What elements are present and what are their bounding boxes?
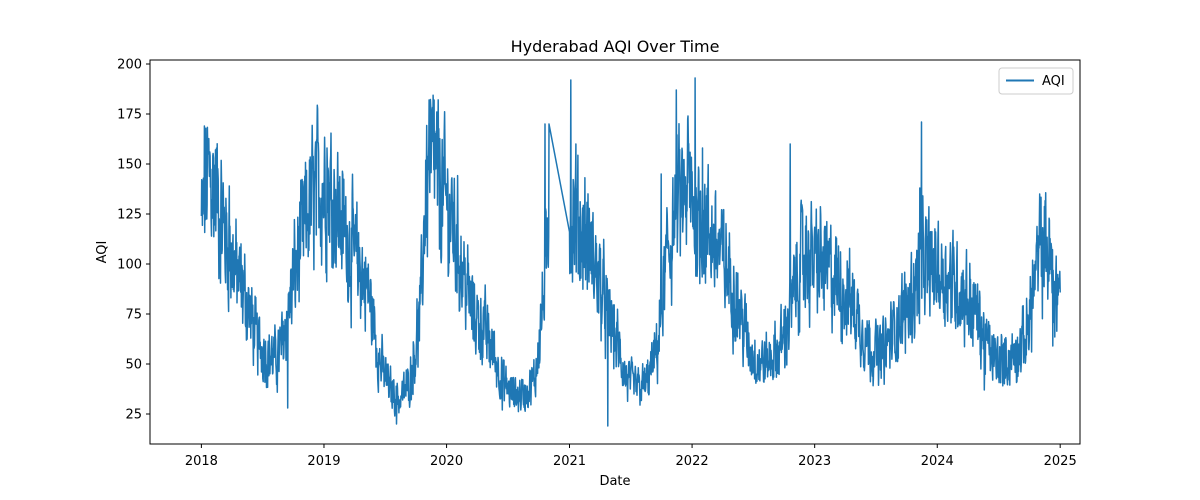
chart-title: Hyderabad AQI Over Time xyxy=(511,37,720,56)
legend-box xyxy=(998,67,1074,95)
y-tick-label: 75 xyxy=(125,308,142,323)
x-axis: 2018 2019 2020 2021 2022 2023 2024 2025 xyxy=(185,444,1077,469)
x-tick-label: 2019 xyxy=(307,454,340,469)
x-tick-label: 2020 xyxy=(430,454,463,469)
series-group xyxy=(200,77,1061,427)
y-tick-label: 150 xyxy=(117,158,142,173)
x-tick-label: 2023 xyxy=(798,454,831,469)
x-tick-label: 2018 xyxy=(185,454,218,469)
y-axis-label: AQI xyxy=(95,241,110,264)
legend-entry-aqi: AQI xyxy=(1042,74,1065,89)
x-tick-label: 2022 xyxy=(676,454,709,469)
y-tick-label: 175 xyxy=(117,108,142,123)
x-tick-label: 2024 xyxy=(921,454,954,469)
y-tick-label: 100 xyxy=(117,258,142,273)
series-line-aqi xyxy=(200,77,1061,427)
x-axis-label: Date xyxy=(599,474,630,489)
y-tick-label: 200 xyxy=(117,58,142,73)
y-tick-label: 125 xyxy=(117,208,142,223)
x-tick-label: 2021 xyxy=(553,454,586,469)
y-axis: 25 50 75 100 125 150 175 200 xyxy=(117,58,150,423)
legend: AQI xyxy=(998,67,1074,95)
plot-frame xyxy=(149,59,1081,445)
x-tick-label: 2025 xyxy=(1044,454,1077,469)
y-tick-label: 25 xyxy=(125,408,142,423)
y-tick-label: 50 xyxy=(125,358,142,373)
